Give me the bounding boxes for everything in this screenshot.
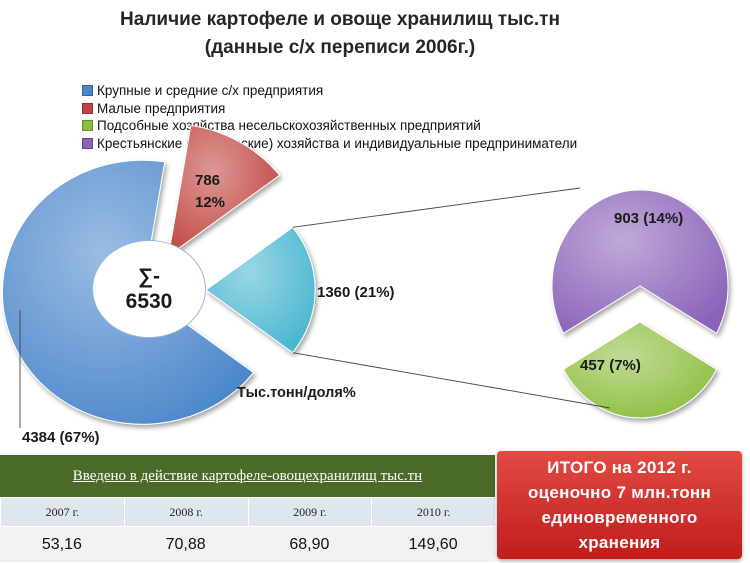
value-cell: 149,60 <box>408 536 458 553</box>
chart-title-line-2: (данные с/х переписи 2006г.) <box>204 37 476 58</box>
value-cell: 53,16 <box>41 536 82 553</box>
table-years-row: 2007 г. 2008 г. 2009 г. 2010 г. <box>0 497 495 527</box>
value-cell: 70,88 <box>165 536 206 553</box>
total-line: единовременного <box>541 508 698 527</box>
table-header: Введено в действие картофеле-овощехранил… <box>0 455 495 497</box>
year-cell: 2009 г. <box>247 498 372 526</box>
total-2012-box: ИТОГО на 2012 г. оценочно 7 млн.тонн еди… <box>497 451 742 559</box>
connector-line-bottom <box>292 352 611 409</box>
total-line: оценочно 7 млн.тонн <box>527 483 712 502</box>
total-line: ИТОГО на 2012 г. <box>547 458 692 477</box>
value-cell: 68,90 <box>289 536 330 553</box>
pie-slice-subsidiary-farms <box>562 321 718 419</box>
slice-label-aggregate: 1360 (21%) <box>317 284 395 301</box>
year-cell: 2008 г. <box>123 498 248 526</box>
pie-slice-aggregate <box>205 226 316 354</box>
slice-label-large-enterprises: 4384 (67%) <box>22 429 100 446</box>
total-value: 6530 <box>125 290 173 313</box>
total-symbol: ∑- <box>138 265 160 288</box>
legend-swatch <box>82 137 93 149</box>
legend-label: Малые предприятия <box>97 100 226 116</box>
slice-label-small-enterprises: 786 12% <box>195 170 225 214</box>
legend-swatch <box>82 120 93 132</box>
legend-item-small-enterprises: Малые предприятия <box>82 100 577 118</box>
legend-swatch <box>82 85 93 97</box>
pie-slice-peasant-farms <box>551 189 729 335</box>
year-cell: 2010 г. <box>371 498 495 526</box>
connector-line-top <box>292 187 581 228</box>
slice-label-percent: 12% <box>195 194 226 211</box>
pie-slice-small-enterprises <box>167 124 281 257</box>
slice-label-value: 786 <box>195 172 221 189</box>
legend-swatch <box>82 102 93 114</box>
slice-label-subsidiary-farms: 457 (7%) <box>580 357 641 374</box>
year-cell: 2007 г. <box>0 498 124 526</box>
total-line: хранения <box>578 533 661 552</box>
unit-label: Тыс.тонн/доля% <box>237 385 356 401</box>
legend-label: Крупные и средние с/х предприятия <box>97 83 324 99</box>
chart-title-line-1: Наличие картофеле и овоще хранилищ тыс.т… <box>120 9 560 30</box>
commissioned-storage-table: Введено в действие картофеле-овощехранил… <box>0 455 495 562</box>
table-values-row: 53,16 70,88 68,90 149,60 <box>0 527 495 563</box>
chart-title: Наличие картофеле и овоще хранилищ тыс.т… <box>0 6 680 62</box>
total-center-label: ∑- 6530 <box>92 240 206 338</box>
slice-label-peasant-farms: 903 (14%) <box>614 210 684 227</box>
legend-item-large-enterprises: Крупные и средние с/х предприятия <box>82 82 577 100</box>
